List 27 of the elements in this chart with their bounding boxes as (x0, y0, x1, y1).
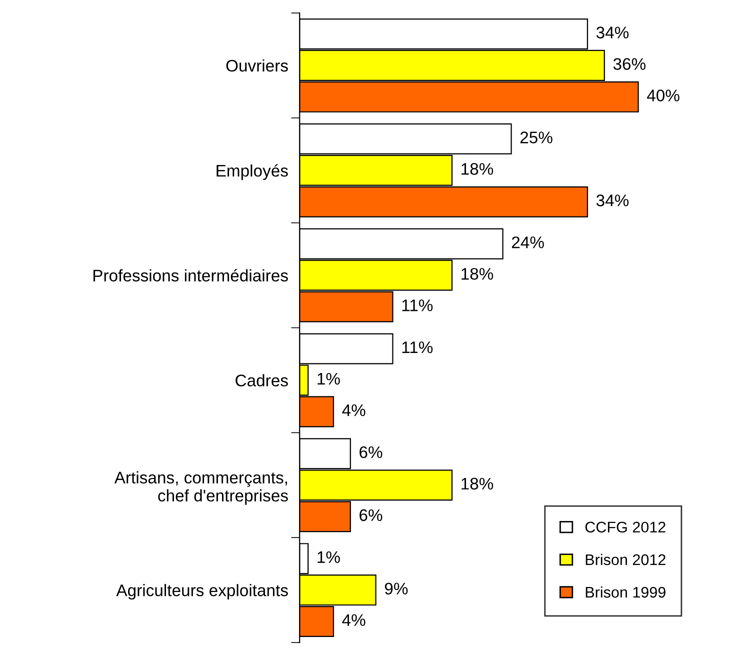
data-label: 25% (520, 132, 552, 144)
data-label: 18% (462, 478, 494, 490)
data-label: 4% (342, 404, 366, 416)
y-tick-label: Ouvriers (226, 59, 288, 72)
data-label: 6% (360, 509, 382, 522)
data-label: 1% (318, 551, 340, 563)
legend-label: Brison 1999 (586, 586, 666, 598)
data-label: 24% (512, 236, 544, 248)
data-label: 9% (384, 582, 408, 595)
data-label: 11% (402, 300, 433, 312)
data-label: 6% (360, 446, 382, 458)
data-label: 18% (462, 268, 494, 280)
legend-label: Brison 2012 (586, 554, 666, 566)
y-tick-label: Professions intermédiaires (93, 269, 288, 282)
data-label: 4% (342, 614, 366, 626)
y-tick-label: Employés (216, 164, 288, 180)
data-label: 18% (462, 163, 494, 175)
legend-label: CCFG 2012 (585, 522, 666, 533)
y-tick-label: Artisans, commerçants, chef d'entreprises (114, 471, 288, 505)
data-label: 34% (596, 194, 629, 206)
data-label: 11% (402, 341, 433, 354)
data-label: 40% (646, 90, 680, 102)
data-label: 1% (318, 372, 340, 385)
y-tick-label: Agriculteurs exploitants (116, 584, 288, 600)
data-label: 36% (613, 58, 646, 70)
y-tick-label: Cadres (236, 374, 288, 386)
data-label: 34% (596, 26, 629, 38)
